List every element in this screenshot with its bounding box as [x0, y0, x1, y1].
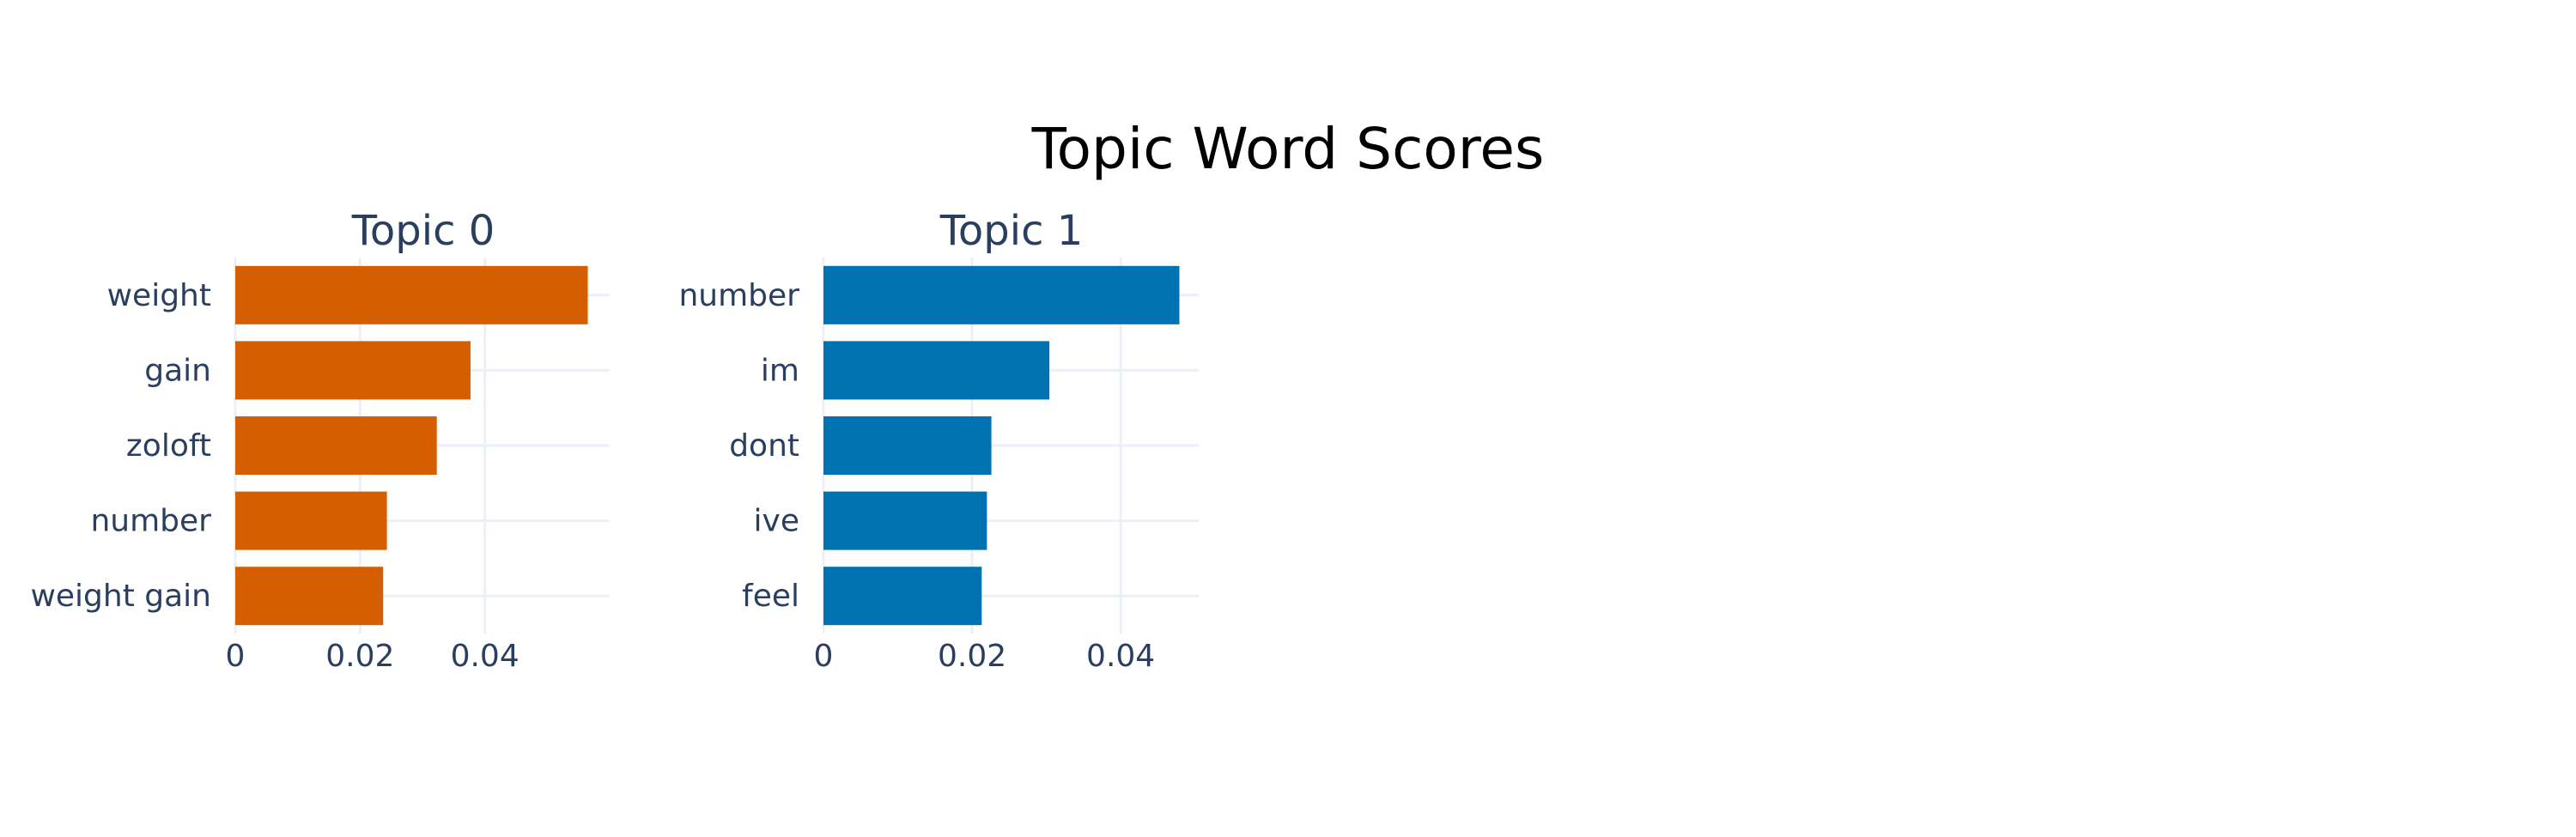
x-tick-label: 0.02	[938, 639, 1006, 674]
panel-0-category-labels: weight gain zoloft number weight gain	[30, 278, 211, 614]
panel-1-category-labels: number im dont ive feel	[678, 278, 799, 614]
x-tick-label: 0.02	[325, 639, 394, 674]
x-tick-label: 0	[226, 639, 246, 674]
category-label: weight	[107, 278, 211, 313]
category-label: gain	[144, 353, 211, 388]
bar-im	[823, 341, 1050, 400]
category-label: dont	[729, 428, 799, 464]
bar-weight	[235, 265, 588, 324]
bar-weight-gain	[235, 567, 384, 626]
category-label: im	[761, 353, 799, 388]
bar-number	[823, 265, 1180, 324]
panel-0-x-tick-labels: 0 0.02 0.04	[226, 639, 519, 674]
panel-topic-1: Topic 1 number im dont ive feel 0 0.02 0.04	[678, 207, 1199, 674]
bar-number	[235, 491, 387, 550]
panel-title-topic-0: Topic 0	[351, 207, 495, 255]
category-label: ive	[754, 504, 799, 539]
category-label: number	[90, 504, 211, 539]
category-label: zoloft	[126, 428, 211, 464]
x-tick-label: 0	[814, 639, 834, 674]
bar-zoloft	[235, 416, 437, 475]
x-tick-label: 0.04	[1086, 639, 1155, 674]
category-label: feel	[742, 579, 799, 614]
panel-1-bars	[823, 265, 1180, 626]
bar-feel	[823, 567, 982, 626]
panel-1-x-tick-labels: 0 0.02 0.04	[814, 639, 1156, 674]
category-label: weight gain	[30, 579, 211, 614]
chart-title: Topic Word Scores	[1031, 116, 1545, 182]
bar-dont	[823, 416, 992, 475]
panel-topic-0: Topic 0 weight gain zoloft number weight gai…	[30, 207, 610, 674]
panel-title-topic-1: Topic 1	[939, 207, 1084, 255]
bar-ive	[823, 491, 987, 550]
panel-0-bars	[235, 265, 588, 626]
x-tick-label: 0.04	[451, 639, 519, 674]
bar-gain	[235, 341, 471, 400]
category-label: number	[678, 278, 799, 313]
